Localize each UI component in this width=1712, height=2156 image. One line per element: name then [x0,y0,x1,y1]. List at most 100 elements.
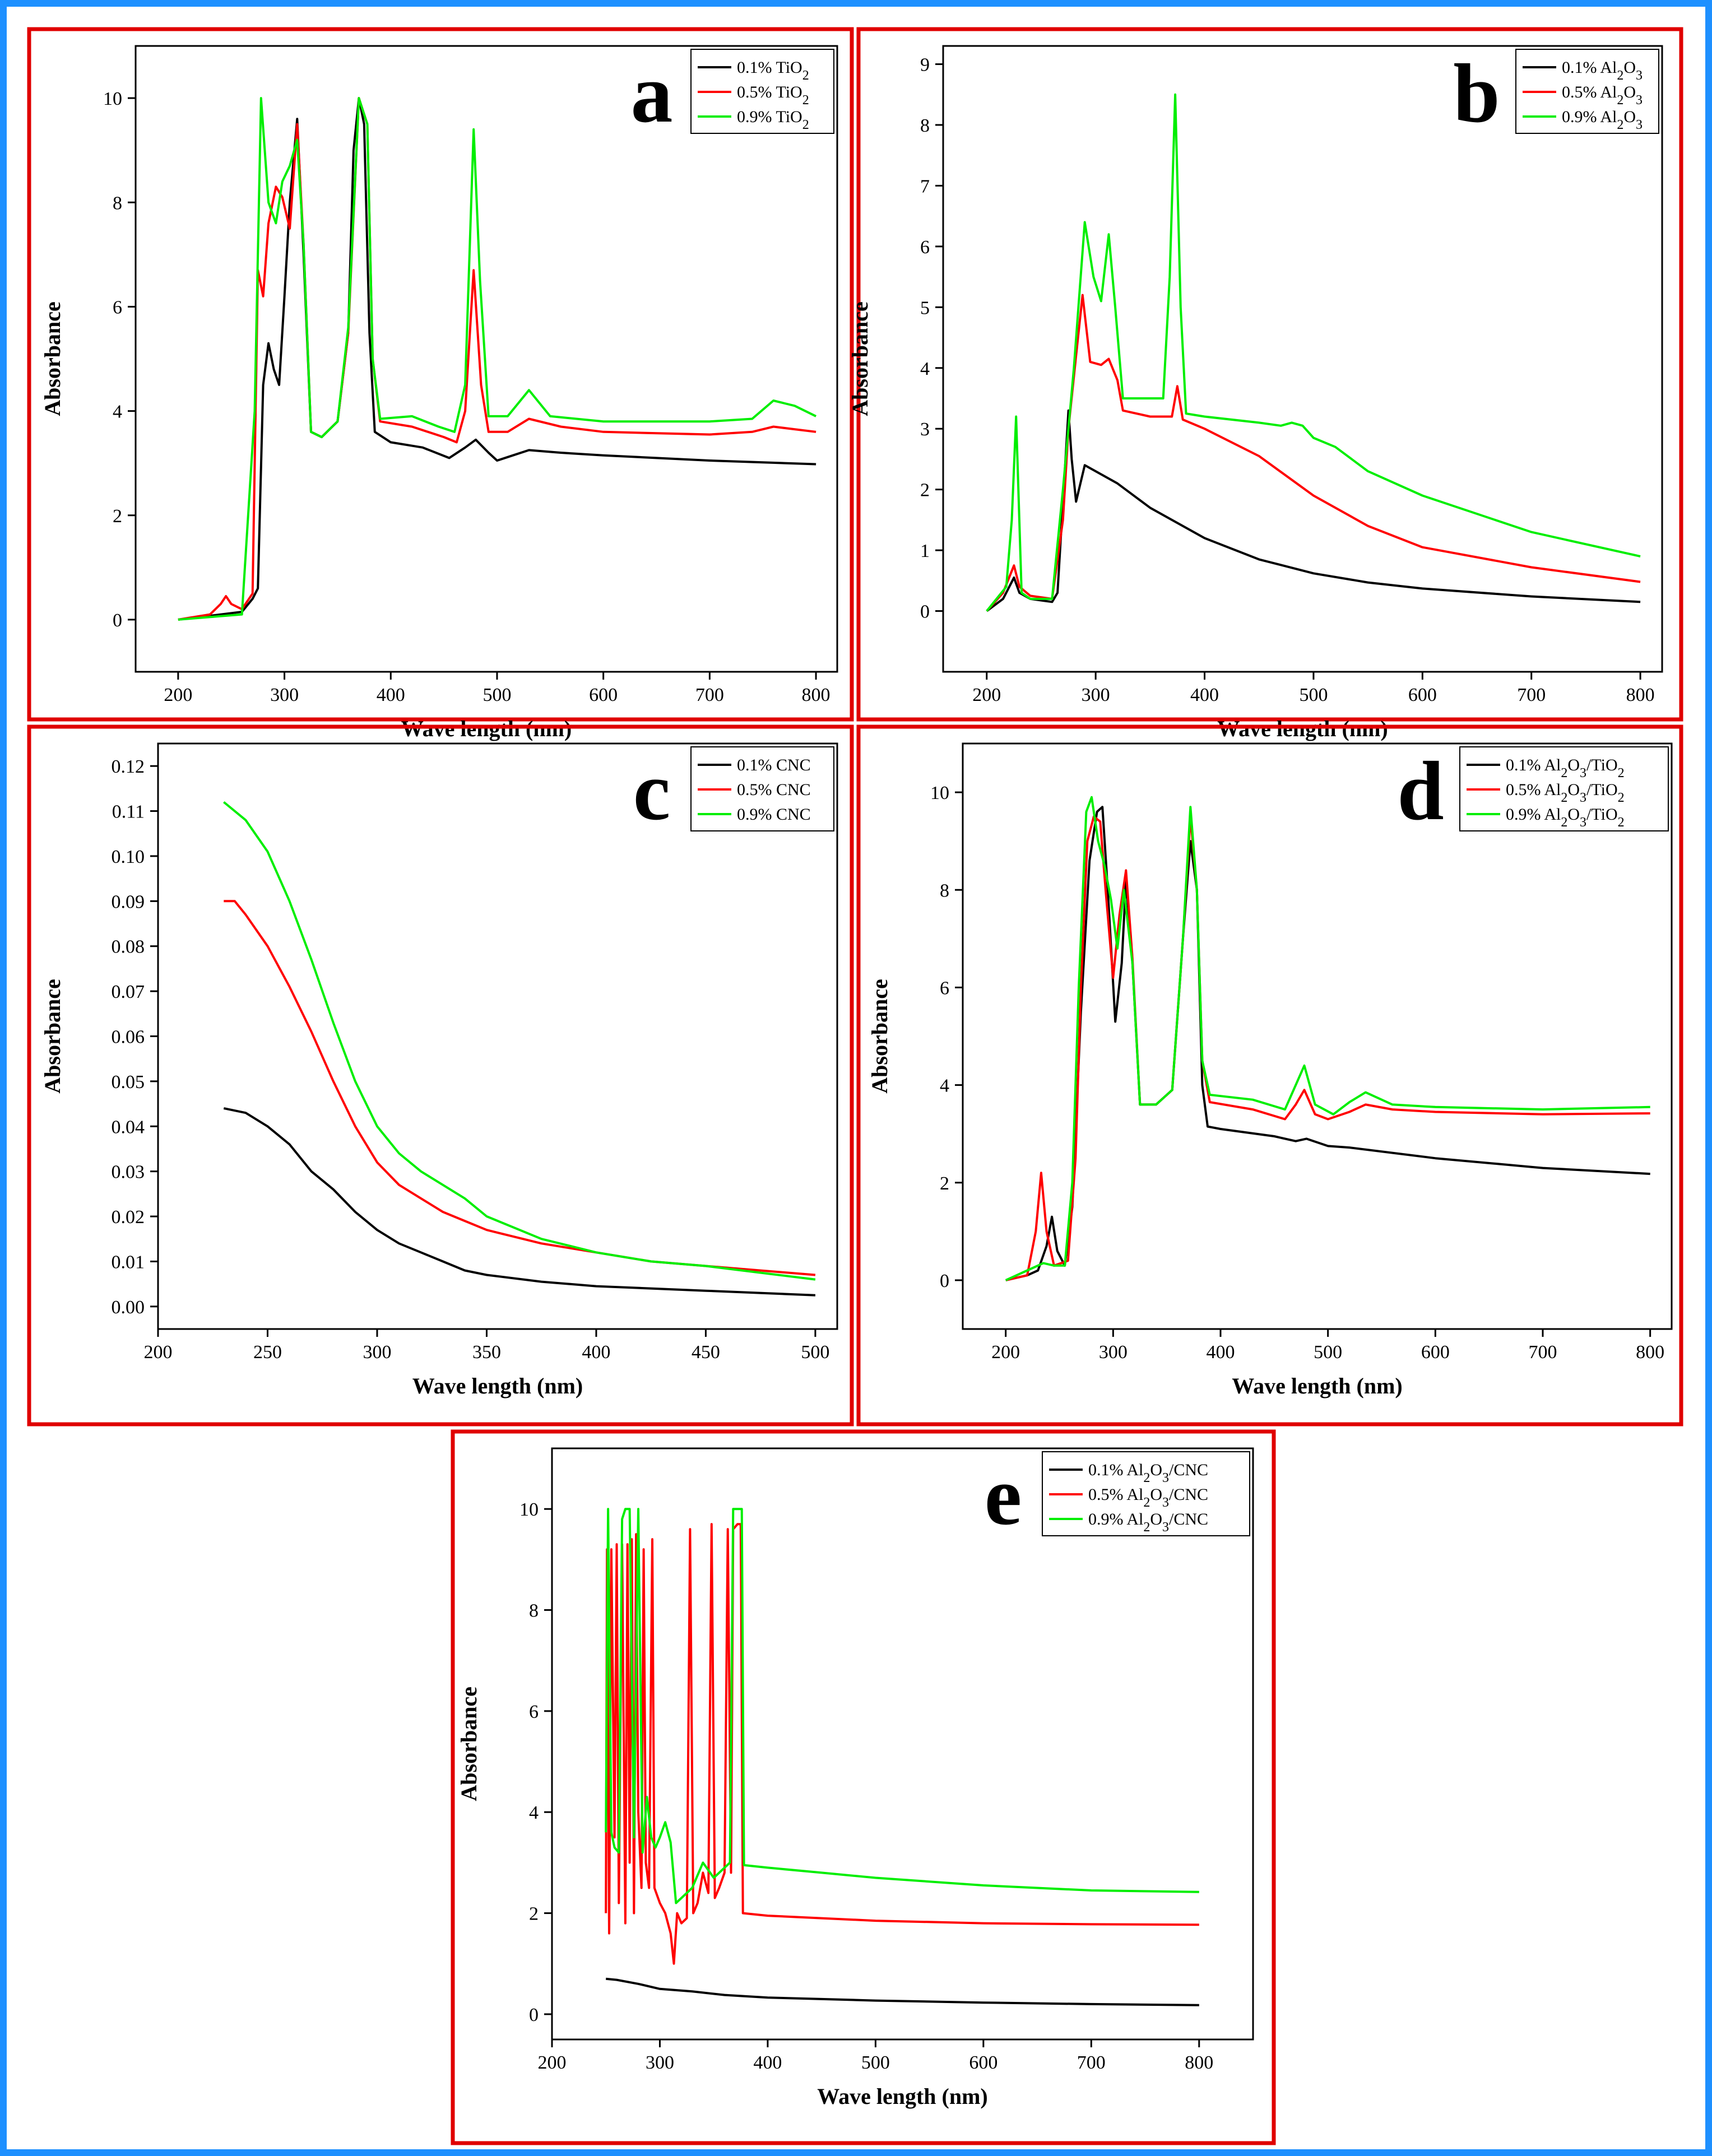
legend-label-1: 0.1% Al2​O3​/CNC [1088,1461,1208,1485]
y-tick-label: 0.05 [112,1072,145,1093]
series-line-3 [986,93,1641,612]
x-tick-label: 600 [1408,685,1437,705]
y-tick-label: 0.08 [112,937,145,958]
x-axis-label: Wave length (nm) [817,2084,987,2109]
x-tick-label: 300 [363,1342,391,1363]
y-tick-label: 10 [930,783,949,803]
y-tick-label: 2 [113,506,122,527]
legend-label-2: 0.5% TiO2​ [737,83,809,108]
series-line-3 [223,801,816,1281]
panel-letter: e [985,1449,1022,1542]
y-tick-label: 8 [940,880,949,901]
panel-letter: d [1397,745,1444,838]
y-tick-label: 9 [920,55,930,76]
panel-frame [451,1429,1276,2145]
y-axis-label: Absorbance [40,301,65,416]
y-axis-label: Absorbance [456,1686,481,1801]
y-tick-label: 6 [113,297,122,318]
y-tick-label: 0 [940,1271,949,1291]
y-tick-label: 0.06 [112,1027,145,1048]
panel-frame [856,27,1683,722]
y-tick-label: 6 [529,1702,539,1722]
x-tick-label: 400 [753,2052,782,2073]
x-tick-label: 200 [144,1342,173,1363]
plot-area [134,45,838,673]
x-tick-label: 400 [1190,685,1219,705]
series-line-1 [606,1977,1199,2006]
y-tick-label: 2 [529,1904,539,1925]
y-tick-label: 3 [920,419,930,440]
series-line-1 [223,1107,815,1297]
y-tick-label: 0.10 [112,847,145,867]
x-tick-label: 600 [969,2052,997,2073]
x-tick-label: 500 [1314,1342,1342,1363]
y-tick-label: 8 [920,115,930,136]
series-line-1 [178,97,816,621]
y-tick-label: 0 [920,602,930,622]
y-tick-label: 8 [113,193,122,213]
y-tick-label: 0.07 [112,982,145,1002]
y-tick-label: 0.11 [112,802,145,823]
y-axis-label: Absorbance [847,301,873,416]
x-tick-label: 700 [1529,1342,1557,1363]
y-axis-label: Absorbance [40,979,65,1093]
series-line-3 [1005,796,1650,1281]
y-tick-label: 1 [920,541,930,561]
panel-frame [27,724,854,1427]
y-tick-label: 2 [940,1173,949,1194]
y-tick-label: 4 [920,359,930,379]
x-tick-label: 700 [1077,2052,1106,2073]
plot-area [551,1447,1254,2041]
x-tick-label: 500 [482,685,511,705]
series-line-2 [605,1523,1199,1965]
x-tick-label: 200 [164,685,192,705]
chart-panel-d: 200 300 400 500 600 700 800 0 2 4 6 8 10 Wave length … [856,724,1683,1427]
legend-label-2: 0.5% Al2​O3​ [1562,83,1643,108]
x-tick-label: 200 [538,2052,567,2073]
x-tick-label: 200 [972,685,1001,705]
plot-area [942,45,1663,673]
y-tick-label: 0 [529,2005,539,2025]
y-tick-label: 0.12 [112,756,145,777]
panel-frame [856,724,1683,1427]
y-tick-label: 4 [940,1076,949,1096]
x-tick-label: 250 [253,1342,282,1363]
x-tick-label: 600 [1421,1342,1450,1363]
chart-panel-e: 200 300 400 500 600 700 800 0 2 4 6 8 10 Wave length … [451,1429,1276,2145]
legend-label-2: 0.5% Al2​O3​/CNC [1088,1485,1208,1510]
x-tick-label: 800 [1185,2052,1213,2073]
x-tick-label: 500 [801,1342,829,1363]
x-tick-label: 700 [1517,685,1546,705]
x-tick-label: 400 [377,685,405,705]
series-line-3 [178,97,816,621]
chart-panel-c: 200 250 300 350 400 450 500 0.00 0.01 0.02 0.03 0.0… [27,724,854,1427]
y-tick-label: 0.09 [112,891,145,912]
series-line-3 [605,1508,1199,1904]
x-tick-label: 500 [861,2052,890,2073]
x-axis-label: Wave length (nm) [412,1373,583,1398]
x-tick-label: 400 [1207,1342,1235,1363]
legend-label-1: 0.1% TiO2​ [737,58,809,83]
y-tick-label: 7 [920,176,930,197]
x-tick-label: 300 [270,685,299,705]
legend-label-2: 0.5% Al2​O3​/TiO2​ [1506,780,1625,805]
y-tick-label: 0 [113,610,122,631]
x-tick-label: 400 [582,1342,610,1363]
y-tick-label: 10 [519,1499,539,1520]
panel-letter: c [633,745,671,838]
legend-label-3: 0.9% Al2​O3​/TiO2​ [1506,805,1625,830]
plot-area [962,742,1673,1330]
legend-label-1: 0.1% Al2​O3​/TiO2​ [1506,756,1625,780]
x-tick-label: 500 [1299,685,1328,705]
panel-frame [27,27,854,722]
y-tick-label: 0.01 [112,1252,145,1272]
panel-letter: a [631,47,673,140]
y-tick-label: 6 [920,237,930,258]
legend-label-1: 0.1% Al2​O3​ [1562,58,1643,83]
x-tick-label: 600 [589,685,618,705]
legend-label-3: 0.9% Al2​O3​/CNC [1088,1510,1208,1535]
x-tick-label: 450 [692,1342,720,1363]
